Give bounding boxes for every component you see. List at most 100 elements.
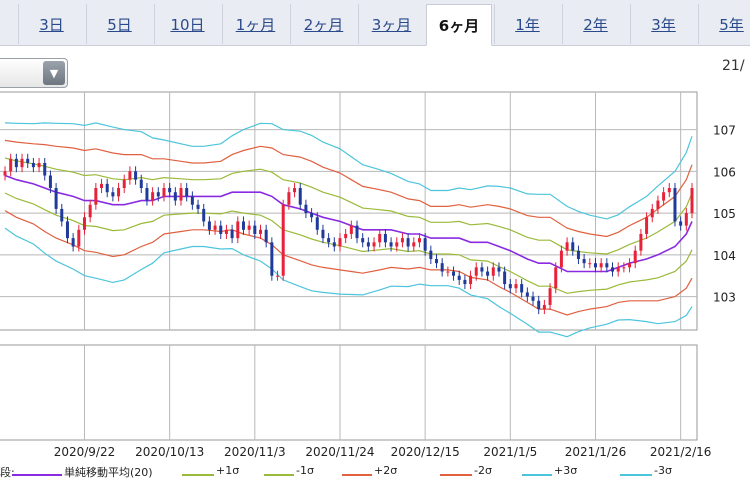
candle-body [14, 158, 18, 168]
tab-1[interactable]: 5日 [86, 4, 152, 44]
candle-body [88, 204, 92, 218]
tab-8[interactable]: 2年 [562, 4, 628, 44]
tab-4[interactable]: 2ヶ月 [290, 4, 356, 44]
candle-body [571, 242, 575, 251]
plus-1-sigma-line [4, 157, 693, 255]
candle-body [593, 263, 597, 268]
tab-7[interactable]: 1年 [494, 4, 560, 44]
chevron-down-icon[interactable]: ▼ [43, 61, 65, 85]
candle-body [355, 225, 359, 239]
x-tick-label: 2020/12/15 [391, 445, 460, 459]
candle-body [588, 263, 592, 265]
candle-body [361, 238, 365, 243]
candle-body [207, 221, 211, 230]
candle-body [383, 233, 387, 243]
candle-body [378, 233, 382, 243]
legend-label: +2σ [374, 464, 398, 477]
candle-body [423, 238, 427, 251]
candle-body [327, 238, 331, 243]
candle-body [542, 304, 546, 310]
tab-10[interactable]: 5年 [698, 4, 750, 44]
candle-body [525, 292, 529, 297]
candle-body [514, 284, 518, 289]
candle-body [554, 267, 558, 289]
tab-5[interactable]: 3ヶ月 [358, 4, 424, 44]
candle-body [128, 171, 132, 180]
candle-body [679, 221, 683, 226]
candle-body [202, 208, 206, 222]
candle-body [508, 284, 512, 289]
candle-body [287, 192, 291, 205]
legend-swatch [522, 474, 552, 476]
candle-body [196, 204, 200, 209]
minus-1-sigma-line [4, 192, 693, 294]
candle-body [65, 221, 69, 239]
candle-body [77, 229, 81, 247]
candle-body [179, 188, 183, 201]
candle-body [446, 271, 450, 273]
tab-6[interactable]: 6ヶ月 [426, 4, 492, 46]
candle-body [253, 225, 257, 234]
candle-body [599, 263, 603, 268]
candle-body [117, 188, 121, 197]
legend-swatch [12, 474, 62, 476]
tab-0[interactable]: 3日 [18, 4, 84, 44]
candle-body [412, 242, 416, 247]
candle-body [650, 208, 654, 218]
candle-body [372, 242, 376, 247]
candle-body [673, 188, 677, 222]
candle-body [486, 271, 490, 276]
candle-body [576, 250, 580, 260]
legend-label: +3σ [554, 464, 578, 477]
candle-body [310, 213, 314, 218]
candle-body [452, 271, 456, 276]
candle-body [406, 238, 410, 247]
candle-body [520, 284, 524, 293]
legend-swatch [620, 474, 652, 476]
candle-body [241, 221, 245, 230]
candle-body [219, 225, 223, 234]
candle-body [628, 263, 632, 268]
legend-prefix: 段: [0, 466, 15, 479]
legend-swatch [264, 474, 294, 476]
candle-body [469, 275, 473, 285]
candle-body [321, 229, 325, 239]
y-tick-label: 103 [713, 291, 736, 305]
sub-panel-frame [0, 344, 698, 441]
x-tick-label: 2020/9/22 [54, 445, 116, 459]
minus-3-sigma-line [4, 227, 693, 338]
candle-body [304, 204, 308, 214]
tab-9[interactable]: 3年 [630, 4, 696, 44]
candle-body [429, 250, 433, 260]
candle-body [122, 179, 126, 189]
tab-2[interactable]: 10日 [154, 4, 220, 44]
candle-body [497, 267, 501, 272]
candle-body [531, 296, 535, 301]
x-tick-label: 2020/10/13 [135, 445, 204, 459]
candle-body [582, 259, 586, 264]
y-tick-label: 106 [713, 165, 736, 179]
candle-body [474, 267, 478, 276]
legend-label: 単純移動平均(20) [64, 466, 153, 479]
x-tick-label: 2021/1/5 [483, 445, 537, 459]
y-tick-label: 104 [713, 249, 736, 263]
candle-body [3, 171, 7, 176]
candle-body [463, 279, 467, 285]
candle-body [71, 238, 75, 247]
candle-body [622, 267, 626, 269]
candle-body [111, 192, 115, 197]
y-tick-label: 105 [713, 207, 736, 221]
candle-body [105, 183, 109, 193]
tab-3[interactable]: 1ヶ月 [222, 4, 288, 44]
candle-body [264, 229, 268, 243]
candle-body [162, 188, 166, 197]
x-tick-label: 2020/11/24 [305, 445, 374, 459]
period-tabs: 3日 5日 10日 1ヶ月 2ヶ月 3ヶ月 6ヶ月 1年 2年 3年 5年 [0, 0, 750, 46]
candle-body [435, 259, 439, 264]
indicator-select[interactable]: ▼ [0, 58, 68, 88]
candle-body [616, 267, 620, 272]
legend-swatch [342, 474, 372, 476]
candle-body [230, 229, 234, 239]
candle-body [684, 213, 688, 226]
